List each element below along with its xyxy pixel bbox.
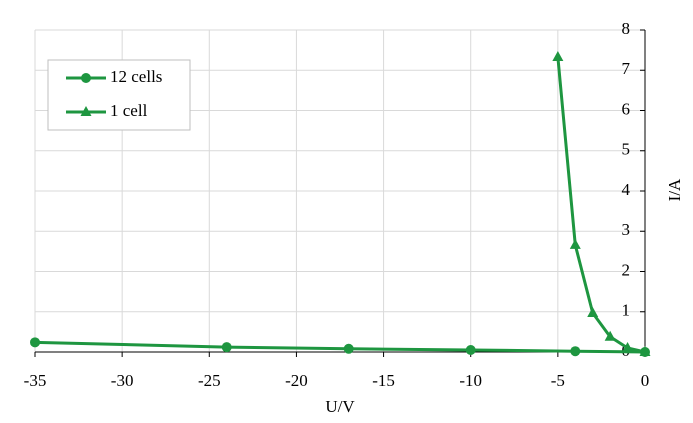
y-tick-label: 4 — [622, 180, 631, 199]
x-tick-label: -25 — [198, 371, 221, 390]
marker — [80, 106, 92, 116]
marker — [604, 330, 616, 341]
y-tick-label: 1 — [622, 301, 631, 320]
marker — [221, 342, 232, 353]
x-tick-label: -15 — [372, 371, 395, 390]
marker — [343, 343, 354, 354]
marker — [569, 238, 581, 249]
y-axis-label: I/A — [665, 178, 684, 201]
x-tick-label: -5 — [551, 371, 565, 390]
legend-label: 1 cell — [110, 101, 148, 120]
x-tick-label: -20 — [285, 371, 308, 390]
line — [556, 56, 646, 354]
y-tick-label: 5 — [622, 140, 631, 159]
y-tick-label: 3 — [622, 220, 631, 239]
marker — [81, 73, 91, 83]
x-axis-label: U/V — [325, 397, 355, 416]
marker — [30, 337, 40, 348]
legend-box — [47, 59, 191, 131]
line — [34, 340, 646, 354]
marker — [587, 306, 599, 317]
y-tick-label: 7 — [622, 59, 631, 78]
marker — [639, 346, 651, 356]
marker — [570, 346, 581, 357]
x-tick-label: -10 — [459, 371, 482, 390]
legend-label: 12 cells — [110, 67, 162, 86]
x-tick-label: -30 — [111, 371, 134, 390]
y-tick-label: 8 — [622, 19, 631, 38]
y-tick-label: 2 — [622, 260, 631, 279]
x-tick-label: -35 — [24, 371, 47, 390]
marker — [552, 50, 564, 61]
marker — [465, 344, 476, 355]
y-tick-label: 6 — [622, 99, 631, 118]
marker — [622, 341, 634, 352]
x-tick-label: 0 — [641, 371, 650, 390]
